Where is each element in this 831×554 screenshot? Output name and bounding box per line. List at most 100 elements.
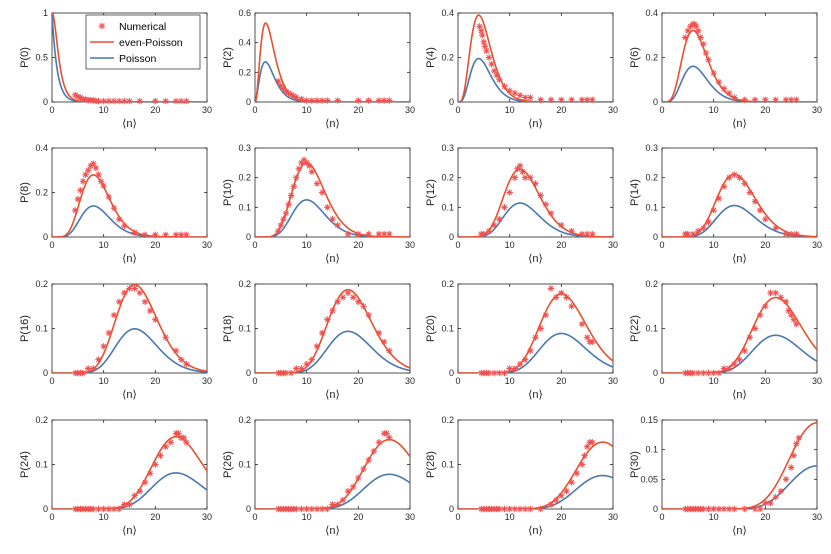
x-tick-label: 30: [608, 512, 618, 522]
numerical-point: [741, 96, 748, 103]
even-poisson-curve: [662, 29, 817, 102]
numerical-point: [790, 316, 797, 323]
x-tick-label: 0: [252, 376, 257, 386]
numerical-point: [360, 465, 367, 473]
legend: Numerical even-Poisson Poisson: [85, 14, 201, 70]
panel-p30: 0 10 20 30 0 0.05 0.1 0.15 P(30) ⟨n⟩: [629, 415, 822, 537]
x-tick-label: 30: [812, 105, 822, 115]
numerical-point: [303, 505, 310, 513]
x-tick-label: 20: [760, 105, 770, 115]
axes-box: [51, 147, 208, 238]
numerical-point: [772, 493, 779, 501]
axes-box: [254, 12, 411, 103]
numerical-point: [787, 96, 795, 103]
numerical-point: [532, 334, 539, 341]
numerical-point: [344, 289, 352, 297]
y-axis-label: P(30): [629, 451, 641, 478]
y-tick-label: 0.4: [645, 8, 658, 18]
numerical-point: [90, 160, 97, 167]
numerical-point: [581, 452, 588, 459]
numerical-point: [95, 97, 102, 105]
numerical-point: [375, 97, 383, 104]
numerical-point: [506, 365, 513, 372]
numerical-point: [324, 204, 331, 211]
y-tick-label: 0.4: [238, 38, 251, 48]
numerical-point: [303, 360, 310, 368]
axes-box: [457, 147, 614, 238]
x-tick-label: 10: [302, 240, 312, 250]
x-tick-label: 20: [150, 376, 160, 386]
numerical-point: [715, 195, 723, 202]
x-tick-label: 0: [455, 105, 460, 115]
numerical-point: [741, 505, 748, 513]
even-poisson-curve: [255, 161, 410, 237]
numerical-point: [324, 316, 331, 323]
numerical-point: [720, 365, 728, 372]
numerical-point: [694, 369, 702, 377]
x-tick-label: 30: [202, 105, 212, 115]
numerical-point: [72, 91, 79, 99]
numerical-point: [506, 505, 513, 513]
y-tick-label: 0: [653, 232, 658, 242]
numerical-point: [772, 96, 779, 103]
y-axis-label: P(26): [222, 451, 234, 478]
numerical-point: [501, 204, 508, 211]
numerical-point: [710, 505, 717, 513]
numerical-point: [152, 461, 159, 468]
x-tick-label: 0: [252, 240, 257, 250]
numerical-point: [115, 298, 123, 305]
y-axis-label: P(6): [629, 47, 641, 68]
numerical-point: [334, 221, 341, 229]
numerical-point: [558, 96, 565, 103]
numerical-point: [583, 230, 591, 238]
x-tick-label: 10: [709, 240, 719, 250]
numerical-point: [105, 505, 113, 513]
poisson-curve: [52, 328, 207, 373]
numerical-point: [782, 476, 790, 483]
even-poisson-curve: [662, 173, 817, 237]
numerical-point: [689, 230, 697, 238]
numerical-point: [383, 430, 390, 437]
numerical-point: [527, 94, 534, 101]
numerical-point: [731, 505, 738, 513]
numerical-point: [705, 218, 712, 226]
numerical-point: [682, 34, 689, 41]
numerical-point: [287, 91, 295, 98]
y-tick-label: 0: [43, 97, 48, 107]
numerical-point: [684, 27, 692, 34]
poisson-curve: [255, 330, 410, 373]
numerical-point: [100, 505, 107, 513]
numerical-point: [365, 456, 372, 464]
x-axis-label: ⟨n⟩: [528, 253, 543, 265]
y-tick-label: 0.5: [35, 53, 48, 63]
numerical-point: [74, 93, 82, 100]
y-tick-label: 0: [449, 232, 454, 242]
y-tick-label: 0: [653, 97, 658, 107]
numerical-point: [370, 447, 378, 455]
y-tick-label: 1: [43, 8, 48, 18]
numerical-point: [162, 334, 169, 341]
y-tick-label: 0.1: [238, 202, 251, 212]
numerical-point: [84, 167, 92, 174]
numerical-point: [589, 338, 596, 346]
numerical-point: [756, 311, 764, 319]
numerical-point: [725, 365, 733, 372]
x-tick-label: 30: [202, 376, 212, 386]
numerical-point: [290, 92, 297, 100]
numerical-point: [725, 505, 733, 513]
numerical-point: [793, 96, 800, 103]
numerical-point: [277, 221, 285, 229]
numerical-point: [751, 325, 759, 332]
numerical-point: [344, 488, 352, 495]
numerical-point: [715, 505, 723, 513]
axes-box: [254, 283, 411, 374]
numerical-point: [290, 183, 297, 190]
numerical-point: [516, 360, 524, 368]
panel-p8: 0 10 20 30 0 0.2 0.4 P(8) ⟨n⟩: [19, 143, 212, 265]
numerical-point: [82, 96, 89, 103]
numerical-point: [483, 47, 490, 55]
y-tick-label: 0.2: [238, 173, 251, 183]
numerical-point: [167, 439, 175, 446]
x-tick-label: 0: [659, 512, 664, 522]
numerical-point: [275, 78, 282, 85]
